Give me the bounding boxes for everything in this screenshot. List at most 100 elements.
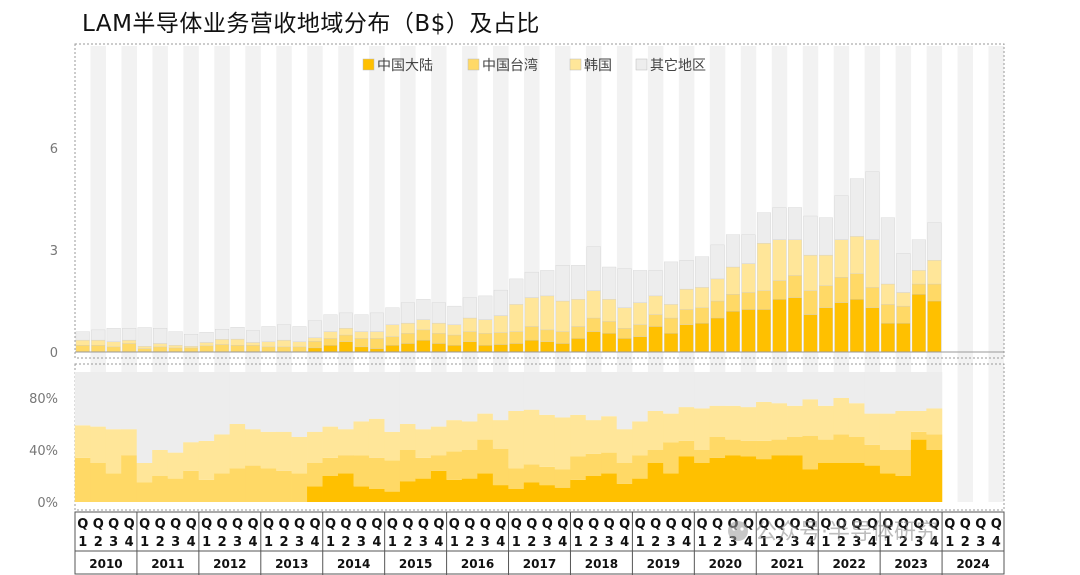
quarter-letter: Q: [960, 517, 971, 532]
share-taiwan: [802, 435, 819, 470]
share-others: [307, 372, 323, 432]
bar-mainland: [880, 322, 895, 353]
share-mainland: [756, 459, 772, 502]
share-taiwan: [214, 473, 231, 502]
share-korea: [570, 414, 587, 457]
share-korea: [725, 405, 741, 440]
bar-korea: [277, 339, 291, 348]
quarter-letter: Q: [774, 517, 785, 532]
bar-korea: [261, 341, 276, 348]
share-taiwan: [136, 482, 153, 502]
bar-mainland: [818, 307, 833, 353]
quarter-number: 4: [372, 535, 381, 550]
share-korea: [121, 429, 138, 456]
year-label: 2010: [89, 557, 122, 571]
share-mainland: [430, 470, 447, 502]
bar-others: [911, 239, 926, 271]
bar-taiwan: [75, 345, 90, 353]
share-taiwan: [368, 457, 385, 489]
share-taiwan: [523, 464, 540, 483]
share-korea: [90, 426, 107, 463]
share-others: [214, 372, 231, 435]
bar-others: [509, 278, 524, 305]
share-korea: [229, 424, 246, 469]
bar-others: [277, 324, 291, 341]
bar-korea: [524, 297, 539, 327]
bar-taiwan: [354, 338, 369, 348]
share-mainland: [338, 473, 354, 502]
share-others: [802, 372, 819, 400]
bar-korea: [153, 343, 168, 348]
share-korea: [214, 434, 231, 474]
share-taiwan: [322, 457, 339, 476]
bar-others: [478, 295, 493, 320]
share-others: [694, 372, 711, 409]
quarter-number: 1: [264, 535, 273, 550]
bar-others: [540, 270, 555, 297]
bar-others: [308, 320, 322, 338]
bar-korea: [91, 339, 106, 346]
bar-korea: [246, 342, 261, 346]
share-others: [663, 372, 680, 414]
bar-korea: [215, 339, 230, 345]
share-taiwan: [926, 434, 943, 450]
share-others: [415, 372, 432, 430]
bar-taiwan: [849, 273, 864, 300]
share-korea: [787, 405, 803, 437]
bar-taiwan: [803, 290, 818, 315]
quarter-number: 1: [945, 535, 954, 550]
bar-korea: [788, 239, 802, 276]
bar-others: [215, 329, 230, 340]
year-label: 2013: [275, 557, 308, 571]
share-others: [167, 372, 184, 453]
top-y-tick-label: 0: [50, 346, 58, 361]
bar-korea: [308, 337, 322, 342]
share-taiwan: [152, 476, 169, 502]
bar-others: [416, 299, 431, 320]
bar-korea: [199, 342, 214, 347]
share-mainland: [585, 476, 602, 502]
bar-others: [400, 302, 415, 324]
share-taiwan: [492, 448, 509, 486]
watermark-text: 公众号·半导体研究: [755, 520, 938, 545]
bar-korea: [880, 283, 895, 305]
share-mainland: [647, 463, 664, 502]
share-korea: [694, 408, 711, 450]
share-taiwan: [910, 431, 927, 440]
bar-korea: [184, 346, 199, 349]
bar-korea: [741, 263, 756, 293]
quarter-number: 2: [280, 535, 289, 550]
share-others: [632, 372, 649, 422]
bar-others: [710, 244, 725, 280]
quarter-number: 1: [78, 535, 87, 550]
bar-taiwan: [137, 348, 152, 353]
quarter-number: 3: [914, 535, 923, 550]
share-mainland: [399, 481, 416, 502]
bar-others: [865, 171, 880, 240]
legend-swatch: [467, 58, 480, 71]
bar-taiwan: [679, 309, 694, 325]
quarter-letter: Q: [697, 517, 708, 532]
share-taiwan: [787, 437, 803, 456]
year-label: 2020: [709, 557, 742, 571]
legend-swatch: [569, 58, 582, 71]
bar-korea: [772, 239, 787, 281]
year-label: 2014: [337, 557, 370, 571]
bar-taiwan: [633, 324, 648, 337]
share-mainland: [802, 469, 819, 502]
share-others: [678, 372, 695, 408]
share-taiwan: [632, 455, 649, 479]
bar-others: [184, 334, 199, 347]
share-taiwan: [229, 468, 246, 502]
quarter-number: 3: [233, 535, 242, 550]
quarter-letter: Q: [170, 517, 181, 532]
share-taiwan: [245, 465, 261, 502]
share-taiwan: [307, 463, 323, 487]
share-korea: [539, 414, 556, 467]
share-taiwan: [833, 434, 850, 463]
bar-taiwan: [122, 343, 137, 353]
quarter-letter: Q: [758, 517, 769, 532]
share-mainland: [570, 479, 587, 502]
bar-others: [246, 330, 261, 343]
bar-korea: [369, 331, 384, 339]
